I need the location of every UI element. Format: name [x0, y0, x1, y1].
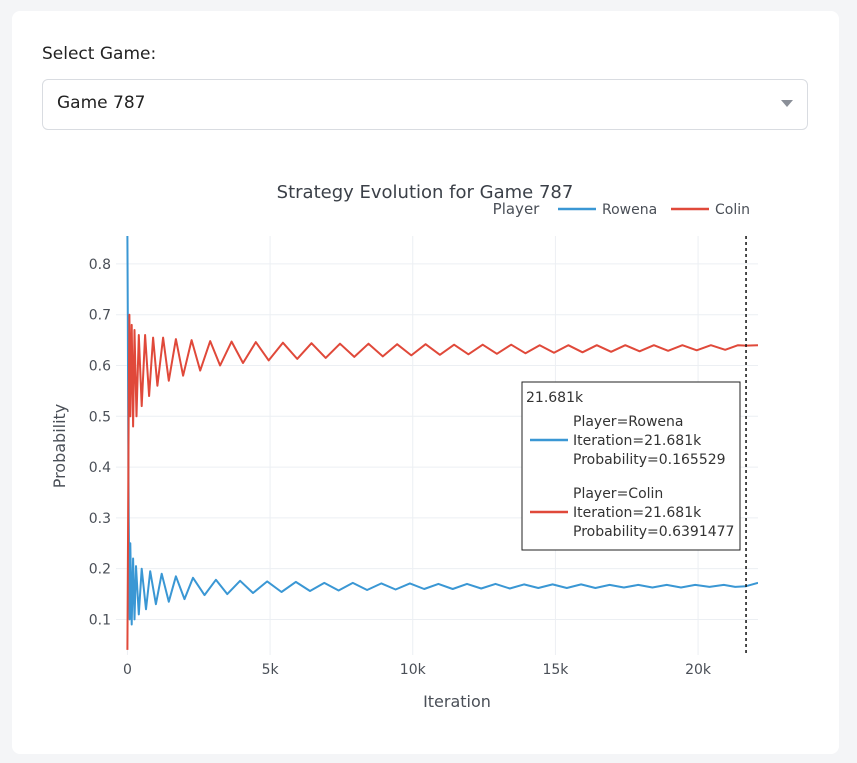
y-tick-label: 0.7	[89, 308, 111, 324]
hover-tooltip-header: 21.681k	[526, 390, 584, 406]
hover-tooltip-line: Probability=0.165529	[573, 452, 726, 468]
x-tick-label: 15k	[542, 662, 569, 678]
game-select-value: Game 787	[57, 93, 146, 113]
legend-title: Player	[493, 200, 541, 218]
x-tick-label: 20k	[685, 662, 712, 678]
y-tick-label: 0.3	[89, 511, 111, 527]
y-tick-label: 0.2	[89, 562, 111, 578]
y-tick-label: 0.6	[89, 359, 111, 375]
hover-tooltip-line: Probability=0.6391477	[573, 524, 734, 540]
legend-label-rowena: Rowena	[602, 202, 657, 218]
hover-tooltip-line: Iteration=21.681k	[573, 433, 702, 449]
chevron-down-icon[interactable]	[781, 100, 793, 107]
y-tick-label: 0.8	[89, 257, 111, 273]
y-axis-title: Probability	[50, 404, 69, 489]
series-line-colin[interactable]	[126, 313, 758, 650]
hover-tooltip-line: Iteration=21.681k	[573, 505, 702, 521]
y-tick-label: 0.5	[89, 409, 111, 425]
game-select[interactable]: Game 787	[42, 79, 808, 130]
hover-tooltip-line: Player=Rowena	[573, 414, 683, 430]
hover-tooltip-line: Player=Colin	[573, 486, 663, 502]
y-tick-label: 0.1	[89, 612, 111, 628]
chart-title: Strategy Evolution for Game 787	[277, 182, 574, 203]
x-tick-label: 0	[123, 662, 132, 678]
x-tick-label: 5k	[262, 662, 280, 678]
select-game-label: Select Game:	[42, 44, 157, 64]
hover-tooltip	[521, 381, 741, 551]
x-tick-label: 10k	[400, 662, 427, 678]
legend-label-colin: Colin	[715, 202, 750, 218]
y-tick-label: 0.4	[89, 460, 111, 476]
series-line-rowena[interactable]	[126, 236, 758, 626]
x-axis-title: Iteration	[423, 692, 491, 711]
